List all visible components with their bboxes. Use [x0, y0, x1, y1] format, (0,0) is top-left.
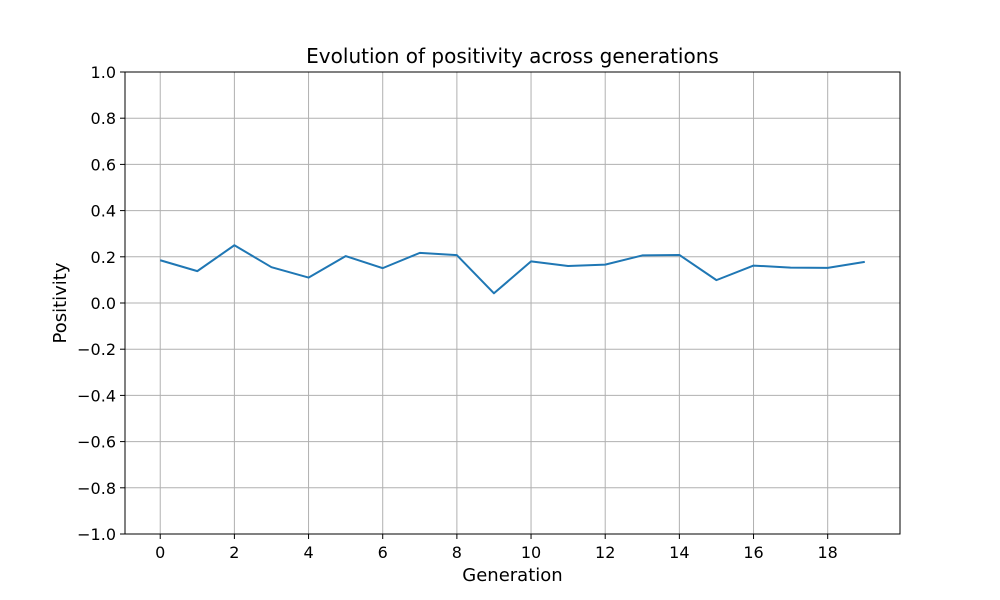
x-tick-label: 6: [378, 543, 388, 562]
x-axis-label: Generation: [462, 565, 562, 586]
x-tick-label: 18: [818, 543, 838, 562]
x-tick-label: 10: [521, 543, 541, 562]
y-tick-label: −0.6: [77, 433, 116, 452]
x-tick-label: 16: [743, 543, 763, 562]
y-tick-label: 0.0: [91, 294, 116, 313]
y-tick-label: −0.2: [77, 340, 116, 359]
x-tick-label: 4: [303, 543, 313, 562]
x-tick-label: 2: [229, 543, 239, 562]
y-tick-label: 1.0: [91, 63, 116, 82]
y-tick-label: −1.0: [77, 525, 116, 544]
x-tick-label: 0: [155, 543, 165, 562]
x-tick-label: 14: [669, 543, 689, 562]
y-tick-label: −0.4: [77, 386, 116, 405]
y-axis-label: Positivity: [50, 262, 71, 343]
y-tick-label: 0.6: [91, 155, 116, 174]
y-tick-label: 0.4: [91, 202, 116, 221]
chart-title: Evolution of positivity across generatio…: [306, 44, 719, 68]
ticks-layer: 0 2 4 6 8 10 12 14 16 18 −1.0 −0.8 −0.6 −0.4 −0.2 0.0 0.…: [77, 63, 838, 562]
x-tick-label: 8: [452, 543, 462, 562]
y-tick-label: 0.2: [91, 248, 116, 267]
positivity-series-line: [159, 244, 865, 295]
y-tick-label: 0.8: [91, 109, 116, 128]
series-layer: [159, 244, 865, 295]
y-tick-label: −0.8: [77, 479, 116, 498]
x-tick-label: 12: [595, 543, 615, 562]
